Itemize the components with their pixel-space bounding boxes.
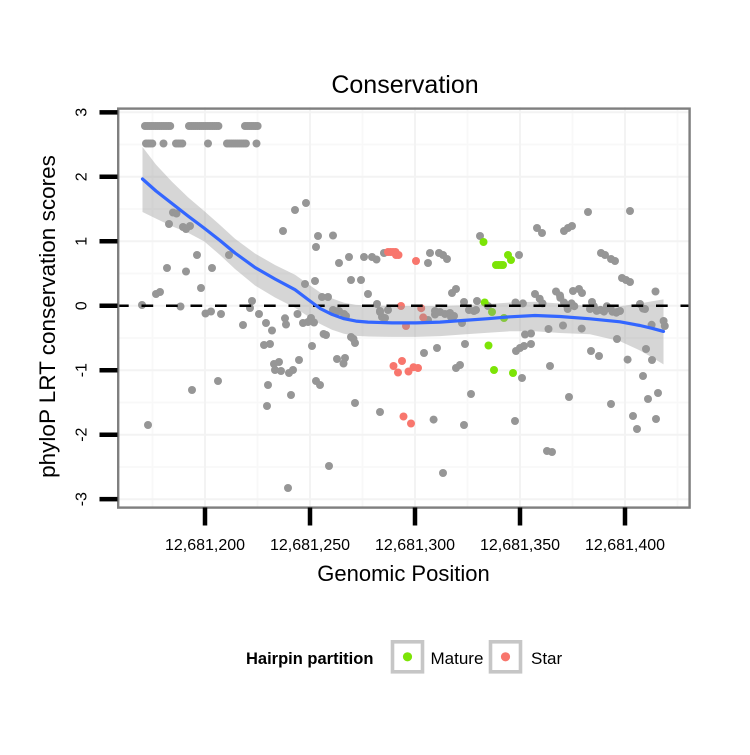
svg-text:-2: -2	[74, 427, 91, 441]
svg-text:1: 1	[74, 237, 91, 246]
svg-text:2: 2	[74, 172, 91, 181]
svg-text:12,681,400: 12,681,400	[585, 537, 665, 554]
svg-text:0: 0	[74, 301, 91, 310]
svg-text:-3: -3	[74, 492, 91, 506]
svg-text:12,681,250: 12,681,250	[270, 537, 350, 554]
svg-text:3: 3	[74, 108, 91, 117]
svg-text:phyloP LRT conservation scores: phyloP LRT conservation scores	[35, 155, 60, 478]
svg-text:Hairpin partition: Hairpin partition	[246, 650, 373, 668]
svg-text:12,681,300: 12,681,300	[375, 537, 455, 554]
svg-text:Star: Star	[531, 649, 563, 668]
svg-text:12,681,200: 12,681,200	[165, 537, 245, 554]
svg-text:12,681,350: 12,681,350	[480, 537, 560, 554]
svg-text:Genomic Position: Genomic Position	[317, 561, 489, 586]
svg-text:Conservation: Conservation	[331, 71, 478, 99]
svg-text:Mature: Mature	[431, 649, 484, 668]
svg-text:-1: -1	[74, 363, 91, 377]
